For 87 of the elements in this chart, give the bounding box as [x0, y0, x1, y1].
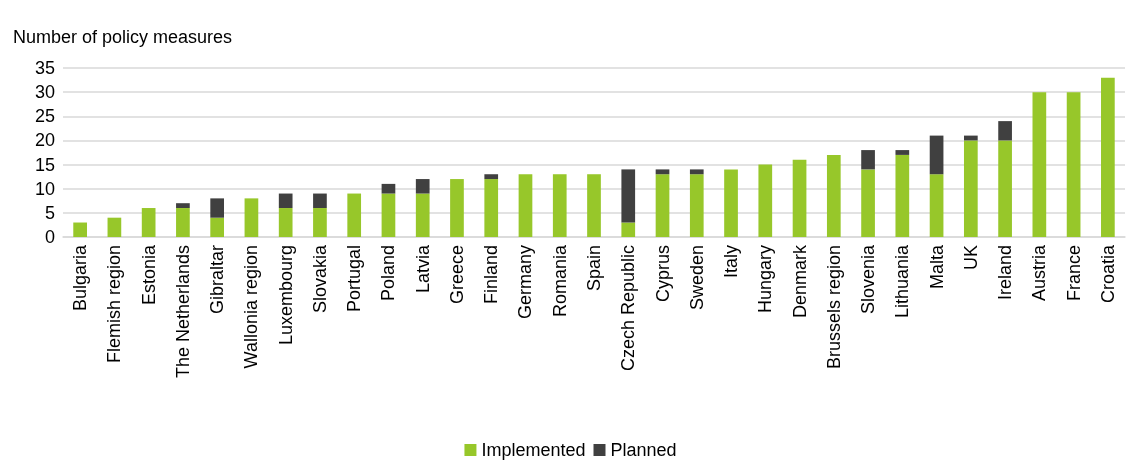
legend-label: Planned	[610, 440, 677, 460]
x-tick-label: UK	[960, 245, 981, 271]
x-tick-label: Ireland	[995, 245, 1016, 301]
bar	[724, 169, 738, 237]
bar	[689, 169, 704, 175]
bar	[278, 208, 293, 237]
bar	[347, 193, 362, 237]
x-tick-label: Czech Republic	[618, 245, 639, 372]
x-tick-label: Poland	[378, 245, 399, 302]
bar	[655, 169, 670, 175]
x-tick-label: Hungary	[755, 245, 776, 314]
x-tick-label: Brussels region	[823, 245, 844, 370]
bar	[1101, 77, 1115, 237]
bar	[621, 169, 636, 223]
bar	[963, 140, 978, 237]
x-tick-label: Denmark	[789, 244, 810, 319]
bar	[826, 154, 841, 237]
x-tick-label: Greece	[446, 245, 467, 305]
x-tick-label: Croatia	[1097, 244, 1118, 304]
bar	[655, 174, 670, 237]
bar	[278, 193, 293, 209]
bar	[1066, 92, 1081, 237]
bar	[552, 174, 567, 237]
bar	[450, 179, 464, 237]
bar	[621, 222, 636, 237]
x-tick-label: Slovakia	[309, 244, 330, 314]
bar	[176, 208, 190, 237]
x-tick-label: Latvia	[412, 244, 433, 294]
y-tick-label: 25	[34, 106, 55, 127]
bar	[73, 222, 87, 237]
x-tick-label: Romania	[549, 244, 570, 318]
bar	[895, 150, 910, 155]
y-tick-label: 5	[44, 202, 55, 223]
bar	[758, 164, 773, 237]
x-tick-label: Slovenia	[858, 244, 879, 315]
bar	[895, 154, 910, 237]
bar	[1032, 92, 1047, 237]
x-tick-label: Germany	[515, 245, 536, 320]
x-tick-label: Austria	[1029, 244, 1050, 302]
y-tick-label: 10	[34, 178, 55, 199]
x-tick-label: The Netherlands	[172, 245, 193, 379]
x-tick-label: Spain	[584, 245, 604, 292]
bar	[415, 179, 430, 194]
bar	[861, 150, 875, 170]
bar	[929, 135, 944, 175]
bar	[381, 193, 396, 237]
x-tick-label: Finland	[481, 245, 502, 305]
bar	[518, 174, 533, 237]
bar	[176, 203, 190, 209]
y-tick-label: 20	[34, 130, 55, 151]
bar	[210, 198, 225, 218]
x-tick-label: Cyprus	[652, 245, 673, 303]
bar	[998, 121, 1012, 141]
legend-label: Implemented	[481, 440, 586, 460]
x-tick-label: Luxembourg	[275, 245, 296, 346]
bar	[587, 174, 601, 237]
y-tick-label: 30	[34, 82, 55, 103]
bar	[313, 208, 327, 237]
x-tick-label: Lithuania	[892, 244, 913, 319]
bar	[861, 169, 875, 237]
x-tick-label: Italy	[721, 245, 742, 279]
bar	[415, 193, 430, 237]
bar	[141, 208, 156, 237]
bar	[107, 217, 122, 237]
bar	[313, 193, 327, 209]
bar	[998, 140, 1012, 237]
bar	[484, 174, 499, 180]
x-tick-label: Portugal	[344, 245, 365, 313]
bar	[381, 183, 396, 194]
bar	[210, 217, 225, 237]
bar	[792, 159, 807, 237]
bar	[484, 179, 499, 237]
x-tick-label: Malta	[926, 244, 947, 290]
x-tick-label: Sweden	[686, 245, 707, 311]
bar	[689, 174, 704, 237]
x-tick-label: Estonia	[138, 244, 159, 306]
bar	[929, 174, 944, 237]
x-tick-label: Flemish region	[104, 245, 125, 364]
y-axis-title: Number of policy measures	[13, 27, 233, 47]
x-tick-label: Bulgaria	[70, 244, 91, 312]
bar	[244, 198, 259, 237]
x-tick-label: Wallonia region	[241, 245, 262, 369]
y-tick-label: 35	[34, 58, 55, 78]
y-tick-label: 0	[44, 227, 55, 247]
y-tick-label: 15	[34, 154, 55, 175]
x-tick-label: France	[1063, 245, 1084, 302]
x-tick-label: Gibraltar	[207, 245, 228, 315]
